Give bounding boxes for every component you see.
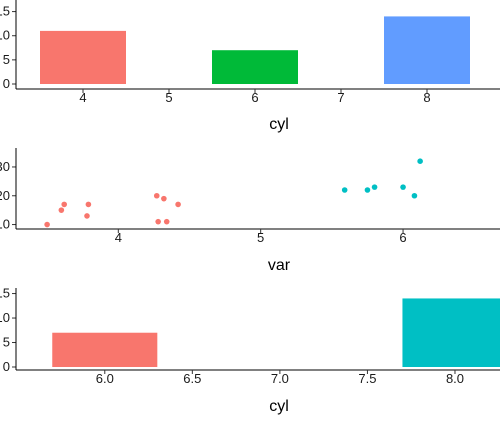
x-tick-label: 4 (115, 230, 122, 245)
bar (52, 332, 158, 367)
y-tick-label: 30 (0, 159, 10, 174)
y-tick-label: 10 (0, 28, 10, 43)
x-tick-label: 8 (423, 90, 430, 105)
y-tick-label: 0 (3, 76, 10, 91)
panel-3: 0 5 10 15 6.0 6.5 7.0 7.5 8.0 cyl (0, 286, 500, 415)
panel-3-bars (52, 298, 500, 367)
y-tick-label: 20 (0, 188, 10, 203)
panel-1-y-axis: 0 5 10 15 (0, 4, 16, 91)
bar (212, 50, 298, 84)
x-tick-label: 7 (337, 90, 344, 105)
panel-3-y-axis: 0 5 10 15 (0, 286, 16, 374)
y-tick-label: 5 (3, 335, 10, 350)
x-tick-label: 7.0 (271, 371, 289, 386)
panel-2: 10 20 30 4 5 6 var (0, 148, 500, 274)
y-tick-label: 10 (0, 310, 10, 325)
scatter-point (84, 213, 90, 219)
y-tick-label: 15 (0, 4, 10, 19)
scatter-point (44, 221, 50, 228)
panel-1-x-axis: 4 5 6 7 8 (79, 89, 431, 105)
x-tick-label: 4 (79, 90, 86, 105)
x-tick-label: 7.5 (358, 371, 376, 386)
scatter-point (400, 184, 406, 190)
scatter-point (161, 195, 167, 202)
x-tick-label: 6.5 (183, 371, 201, 386)
scatter-point (58, 207, 65, 213)
panel-1: 0 5 10 15 4 5 6 7 8 cyl (0, 0, 500, 133)
panel-1-bars (40, 16, 470, 84)
scatter-point (153, 192, 160, 199)
scatter-point (85, 201, 92, 208)
x-tick-label: 5 (257, 230, 264, 245)
panel-2-points (44, 158, 423, 228)
scatter-point (371, 184, 378, 190)
scatter-point (411, 192, 418, 199)
scatter-point (341, 187, 348, 193)
scatter-point (61, 201, 68, 208)
bar (384, 16, 470, 84)
scatter-point (175, 201, 181, 208)
y-tick-label: 10 (0, 217, 10, 232)
y-tick-label: 5 (3, 52, 10, 67)
scatter-point (364, 187, 371, 193)
y-tick-label: 0 (3, 359, 10, 374)
panel-1-x-axis-title: cyl (269, 116, 289, 133)
x-tick-label: 6.0 (96, 371, 114, 386)
panel-2-x-axis: 4 5 6 (115, 229, 407, 245)
x-tick-label: 8.0 (446, 371, 464, 386)
scatter-point (155, 218, 161, 225)
x-tick-label: 5 (165, 90, 172, 105)
panel-3-x-axis-title: cyl (269, 398, 289, 415)
bar (40, 30, 126, 84)
scatter-point (163, 218, 170, 225)
x-tick-label: 6 (251, 90, 258, 105)
scatter-point (417, 158, 423, 164)
y-tick-label: 15 (0, 286, 10, 301)
x-tick-label: 6 (399, 230, 406, 245)
panel-3-x-axis: 6.0 6.5 7.0 7.5 8.0 (96, 370, 464, 386)
panel-2-y-axis: 10 20 30 (0, 159, 16, 232)
panel-2-x-axis-title: var (268, 257, 291, 274)
bar (402, 298, 500, 367)
